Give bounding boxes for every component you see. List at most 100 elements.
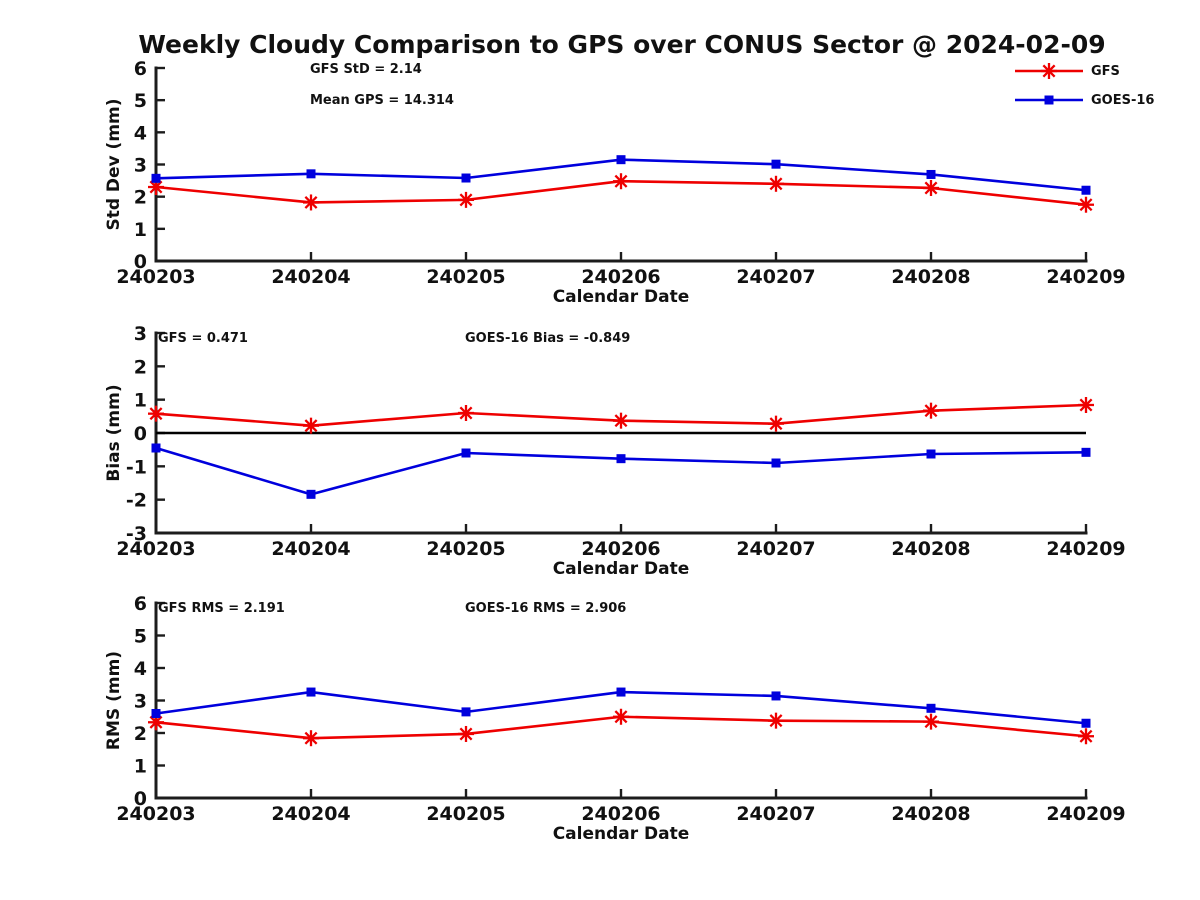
y-tick-label: 3	[134, 691, 147, 713]
y-tick-label: 4	[134, 658, 147, 680]
marker-gfs	[1078, 728, 1094, 745]
marker-goes-16	[1081, 185, 1091, 195]
marker-gfs	[923, 713, 939, 730]
marker-goes-16	[151, 709, 161, 718]
marker-goes-16	[461, 173, 471, 183]
y-axis-label: Std Dev (mm)	[104, 98, 124, 230]
x-tick-label: 240209	[1046, 803, 1125, 825]
x-tick-label: 240206	[581, 266, 660, 288]
x-axis-label: Calendar Date	[553, 287, 690, 307]
marker-goes-16	[1081, 718, 1091, 728]
x-axis-label: Calendar Date	[553, 559, 690, 579]
y-tick-label: 4	[134, 122, 147, 144]
marker-gfs	[303, 730, 319, 747]
axis-spines	[154, 601, 1088, 800]
marker-gfs	[613, 173, 629, 190]
marker-goes-16	[771, 159, 781, 169]
marker-gfs	[1078, 397, 1094, 413]
y-tick-label: 3	[134, 155, 147, 177]
marker-goes-16	[306, 169, 316, 179]
x-tick-label: 240206	[581, 803, 660, 825]
x-tick-label: 240206	[581, 538, 660, 560]
y-tick-label: 1	[134, 390, 147, 412]
marker-gfs	[148, 405, 164, 422]
y-tick-label: 2	[134, 187, 147, 209]
marker-goes-16	[926, 169, 936, 179]
marker-goes-16	[461, 448, 471, 458]
marker-gfs	[458, 725, 474, 742]
x-tick-label: 240205	[426, 803, 505, 825]
x-tick-label: 240209	[1046, 538, 1125, 560]
x-tick-label: 240208	[891, 266, 970, 288]
legend-item-goes16: GOES-16	[1014, 91, 1154, 109]
y-tick-label: 1	[134, 219, 147, 241]
marker-goes-16	[461, 707, 471, 717]
marker-gfs	[923, 402, 939, 419]
subplot-bias: -3 -2 -1 0 1 2 3 240203 240204 240205 240206 240207…	[104, 323, 1126, 579]
x-tick-label: 240207	[736, 803, 815, 825]
marker-goes-16	[306, 489, 316, 499]
legend-label-goes16: GOES-16	[1091, 92, 1155, 108]
y-tick-label: 5	[134, 90, 147, 112]
y-axis-label: Bias (mm)	[104, 384, 124, 481]
marker-goes-16	[616, 155, 626, 165]
annotation: Mean GPS = 14.314	[310, 93, 454, 108]
y-tick-label: -2	[126, 490, 147, 512]
y-tick-label: 0	[134, 251, 147, 273]
marker-goes-16	[616, 454, 626, 464]
marker-gfs	[458, 191, 474, 208]
x-tick-label: 240208	[891, 538, 970, 560]
x-tick-label: 240203	[116, 803, 195, 825]
x-tick-label: 240207	[736, 266, 815, 288]
x-tick-label: 240203	[116, 266, 195, 288]
marker-goes-16	[926, 703, 936, 713]
gfs-line-swatch	[1015, 63, 1083, 79]
marker-gfs	[1078, 196, 1094, 213]
legend-swatch-marker	[1041, 63, 1057, 79]
x-tick-label: 240205	[426, 266, 505, 288]
marker-goes-16	[151, 443, 161, 453]
y-tick-label: 6	[134, 58, 147, 80]
x-tick-label: 240208	[891, 803, 970, 825]
goes16-line-swatch	[1015, 95, 1083, 105]
marker-gfs	[303, 194, 319, 211]
marker-gfs	[768, 712, 784, 729]
annotation: GFS = 0.471	[158, 331, 248, 346]
y-tick-label: 2	[134, 356, 147, 378]
marker-gfs	[613, 412, 629, 429]
legend-item-gfs: GFS	[1014, 62, 1154, 80]
y-tick-label: -1	[126, 456, 147, 478]
y-tick-label: 2	[134, 723, 147, 745]
marker-gfs	[458, 405, 474, 421]
marker-goes-16	[926, 449, 936, 459]
x-axis-label: Calendar Date	[553, 824, 690, 844]
marker-gfs	[613, 708, 629, 725]
x-tick-label: 240209	[1046, 266, 1125, 288]
legend: GFS GOES-16	[1014, 62, 1154, 109]
subplot-rms: 0 1 2 3 4 5 6 240203 240204 240205 240206 240207 240…	[104, 593, 1126, 844]
y-axis-label: RMS (mm)	[104, 651, 124, 750]
chart-title: Weekly Cloudy Comparison to GPS over CON…	[138, 30, 1106, 59]
legend-label-gfs: GFS	[1091, 63, 1120, 79]
marker-goes-16	[1081, 447, 1091, 457]
x-tick-label: 240207	[736, 538, 815, 560]
x-tick-label: 240205	[426, 538, 505, 560]
axis-spines	[154, 66, 1088, 263]
y-tick-label: 5	[134, 626, 147, 648]
x-tick-label: 240204	[271, 266, 350, 288]
y-tick-label: 3	[134, 323, 147, 345]
annotation: GOES-16 RMS = 2.906	[465, 601, 626, 616]
marker-gfs	[768, 415, 784, 432]
y-tick-label: -3	[126, 523, 147, 545]
marker-gfs	[923, 179, 939, 196]
marker-goes-16	[771, 458, 781, 468]
annotation: GFS StD = 2.14	[310, 62, 422, 77]
x-tick-label: 240203	[116, 538, 195, 560]
x-tick-label: 240204	[271, 538, 350, 560]
marker-gfs	[768, 175, 784, 192]
subplot-stddev: 0 1 2 3 4 5 6 240203 240204 240205 240206 240207 240…	[104, 58, 1126, 307]
y-tick-label: 6	[134, 593, 147, 615]
marker-goes-16	[616, 687, 626, 697]
